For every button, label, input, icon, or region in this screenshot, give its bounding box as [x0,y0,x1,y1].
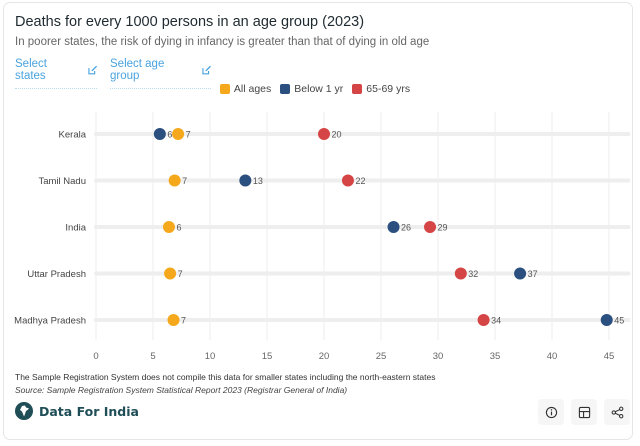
data-label: 6 [176,223,181,233]
legend-item-65-69-yrs[interactable]: 65-69 yrs [352,83,410,95]
legend-label: 65-69 yrs [366,83,411,95]
data-label: 45 [614,316,624,326]
x-tick-label: 10 [205,351,216,362]
chart-subtitle: In poorer states, the risk of dying in i… [15,36,430,48]
brand-name: Data For India [39,403,139,419]
data-point [341,174,354,187]
x-tick-label: 45 [604,351,615,362]
x-tick-label: 15 [262,351,273,362]
data-point [168,174,181,187]
dot-plot-chart: 0 5 10 15 20 25 30 35 40 45 Kerala 7 6 20 Tamil Nadu 7 1… [14,112,631,362]
brand[interactable]: Data For India [15,402,139,420]
data-label: 7 [178,269,183,279]
x-tick-label: 0 [93,351,98,362]
x-tick-label: 20 [319,351,330,362]
data-point [454,267,467,280]
india-map-logo-icon [15,402,33,420]
chart-source: Source: Sample Registration System Stati… [15,385,348,395]
select-age-group-label: Select age group [110,58,165,82]
select-states-button[interactable]: Select states [15,58,97,89]
data-label: 26 [401,223,411,233]
chart-actions [538,399,630,425]
legend-label: All ages [233,83,272,95]
x-tick-label: 5 [150,351,155,362]
category-label: Kerala [59,130,87,141]
legend-swatch [219,84,230,94]
data-label: 34 [491,316,501,326]
data-point [387,221,400,233]
data-point [318,128,330,140]
data-point [514,267,527,280]
edit-icon [87,65,97,75]
chart-note: The Sample Registration System does not … [15,372,436,382]
info-icon [545,406,557,418]
info-button[interactable] [538,399,564,425]
data-label: 13 [253,176,263,186]
select-age-group-button[interactable]: Select age group [110,58,211,89]
x-tick-label: 40 [547,351,558,362]
category-label: Uttar Pradesh [27,269,86,280]
select-states-label: Select states [15,58,47,82]
data-label: 7 [182,176,187,186]
table-icon [578,406,590,418]
data-point [153,128,166,140]
edit-icon [201,65,211,75]
x-tick-label: 25 [376,351,387,362]
data-label: 29 [438,223,448,233]
data-label: 6 [167,130,172,140]
legend-label: Below 1 yr [294,83,344,95]
share-button[interactable] [604,399,630,425]
legend-item-all-ages[interactable]: All ages [219,83,272,95]
table-view-button[interactable] [571,399,597,425]
legend-item-below-1-yr[interactable]: Below 1 yr [280,83,343,95]
data-label: 32 [468,269,478,279]
data-point [600,314,613,326]
data-point [424,221,437,233]
data-point [162,221,175,233]
data-label: 7 [181,316,186,326]
legend-swatch [352,84,363,94]
data-point [172,128,185,140]
chart-legend: All ages Below 1 yr 65-69 yrs [0,83,630,95]
x-tick-label: 30 [433,351,444,362]
data-label: 22 [355,176,365,186]
data-label: 20 [332,130,342,140]
data-point [477,314,490,326]
data-point [167,314,180,326]
legend-swatch [280,84,291,94]
category-label: Tamil Nadu [38,176,86,187]
data-point [239,174,252,187]
data-point [164,267,177,280]
chart-title: Deaths for every 1000 persons in an age … [15,14,365,30]
share-icon [611,406,623,418]
chart-card [3,2,633,440]
data-label: 7 [186,130,191,140]
category-label: India [65,223,86,234]
data-label: 37 [528,269,538,279]
x-tick-label: 35 [490,351,501,362]
category-label: Madhya Pradesh [14,316,86,327]
